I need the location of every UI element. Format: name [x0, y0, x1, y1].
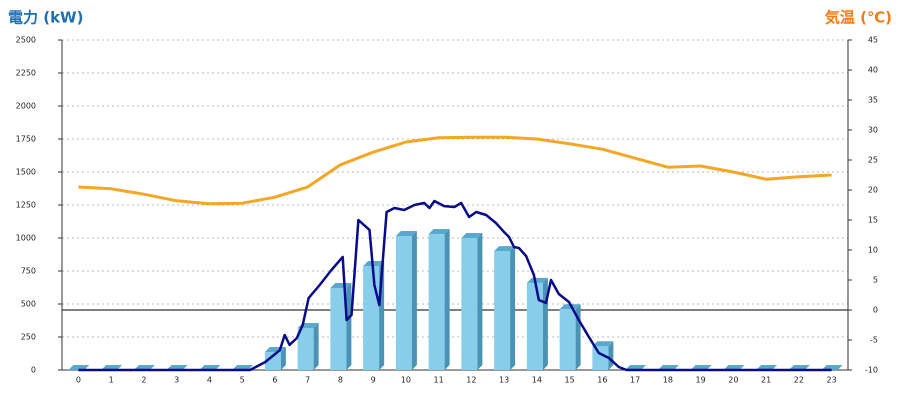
y-tick-label: 2500 [16, 36, 36, 45]
bar [559, 304, 581, 370]
y2-tick-label: 30 [868, 126, 878, 135]
y2-tick-label: 25 [868, 156, 878, 165]
x-tick-label: 7 [305, 376, 310, 385]
x-tick-label: 20 [728, 376, 738, 385]
x-tick-label: 17 [630, 376, 640, 385]
x-tick-label: 15 [565, 376, 575, 385]
bar [494, 246, 516, 370]
line [78, 199, 832, 372]
x-tick-label: 18 [663, 376, 673, 385]
y-tick-label: 1000 [16, 234, 36, 243]
x-tick-label: 9 [371, 376, 376, 385]
line [78, 135, 832, 206]
y-tick-label: 2000 [16, 102, 36, 111]
x-tick-label: 2 [141, 376, 146, 385]
x-tick-label: 21 [761, 376, 771, 385]
y2-tick-label: -10 [865, 366, 878, 375]
y2-tick-label: -5 [870, 336, 878, 345]
x-tick-label: 23 [827, 376, 837, 385]
x-tick-label: 11 [434, 376, 444, 385]
x-tick-label: 22 [794, 376, 804, 385]
x-tick-label: 13 [499, 376, 509, 385]
x-tick-label: 3 [174, 376, 179, 385]
x-tick-label: 6 [272, 376, 277, 385]
y-tick-label: 500 [21, 300, 36, 309]
y-tick-label: 2250 [16, 69, 36, 78]
y2-tick-label: 0 [873, 306, 878, 315]
y-tick-label: 1250 [16, 201, 36, 210]
bar [592, 341, 614, 370]
y2-tick-label: 5 [873, 276, 878, 285]
y-tick-label: 1750 [16, 135, 36, 144]
y2-tick-label: 35 [868, 96, 878, 105]
bar [461, 233, 483, 370]
x-tick-label: 14 [532, 376, 542, 385]
y-tick-label: 0 [31, 366, 36, 375]
y2-tick-label: 20 [868, 186, 878, 195]
x-tick-label: 16 [597, 376, 607, 385]
y2-axis-title: 気温 (℃) [825, 9, 892, 27]
x-tick-label: 4 [207, 376, 212, 385]
y2-tick-label: 40 [868, 66, 878, 75]
x-tick-label: 10 [401, 376, 411, 385]
x-tick-label: 1 [109, 376, 114, 385]
y-axis-title: 電力 (kW) [8, 9, 83, 27]
x-tick-label: 0 [76, 376, 81, 385]
bar [297, 323, 319, 370]
x-tick-label: 19 [696, 376, 706, 385]
y2-tick-label: 45 [868, 36, 878, 45]
y-tick-label: 250 [21, 333, 36, 342]
y-tick-label: 1500 [16, 168, 36, 177]
y-tick-label: 750 [21, 267, 36, 276]
x-tick-label: 12 [466, 376, 476, 385]
bar [395, 231, 417, 370]
y2-tick-label: 10 [868, 246, 878, 255]
x-tick-label: 8 [338, 376, 343, 385]
bar [330, 283, 352, 370]
bar [428, 229, 450, 370]
y2-tick-label: 15 [868, 216, 878, 225]
x-tick-label: 5 [240, 376, 245, 385]
